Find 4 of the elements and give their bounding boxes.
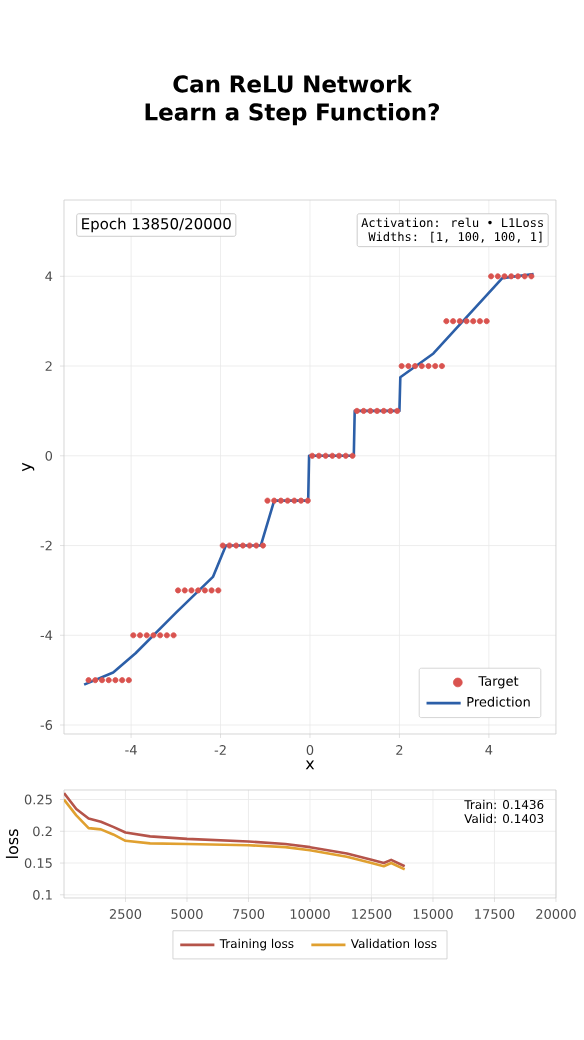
y-axis-title: y <box>22 462 35 472</box>
chart-title: Can ReLU Network Learn a Step Function? <box>145 74 439 126</box>
x-axis-title: x <box>305 760 315 770</box>
y-axis-title: loss <box>5 829 19 858</box>
